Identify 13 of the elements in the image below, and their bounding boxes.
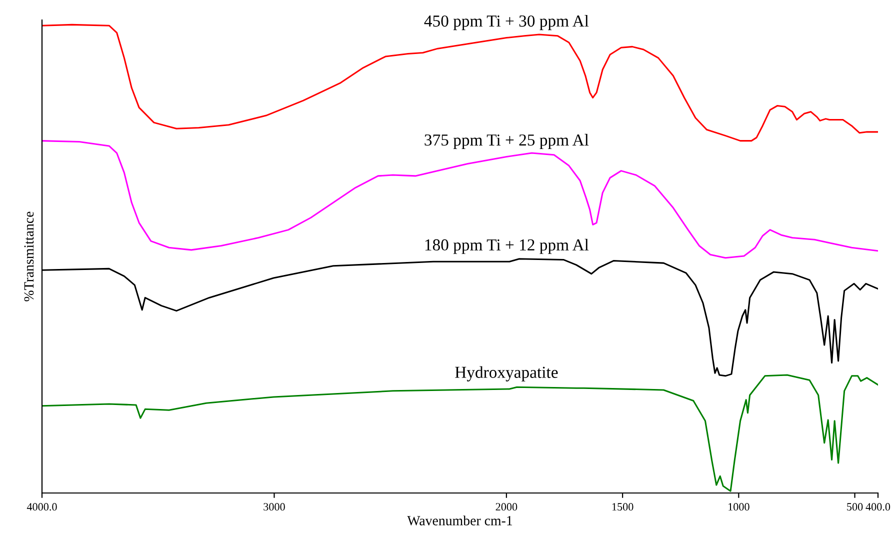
- x-tick-label: 4000.0: [26, 503, 57, 511]
- x-axis-title: Wavenumber cm-1: [407, 516, 512, 526]
- x-tick-label: 1500: [612, 503, 634, 511]
- y-axis-title: %Transmittance: [24, 212, 34, 302]
- x-tick-label: 2000: [496, 503, 518, 511]
- series-label: 450 ppm Ti + 30 ppm Al: [424, 14, 589, 30]
- series-label: 180 ppm Ti + 12 ppm Al: [425, 238, 589, 254]
- x-tick-label: 3000: [264, 503, 285, 511]
- series-label: Hydroxyapatite: [455, 366, 558, 382]
- x-tick-label: 1000: [728, 503, 750, 511]
- series-label: 375 ppm Ti + 25 ppm Al: [424, 134, 589, 150]
- x-tick-label: 500: [847, 503, 863, 511]
- x-tick-label: 400.0: [866, 503, 890, 511]
